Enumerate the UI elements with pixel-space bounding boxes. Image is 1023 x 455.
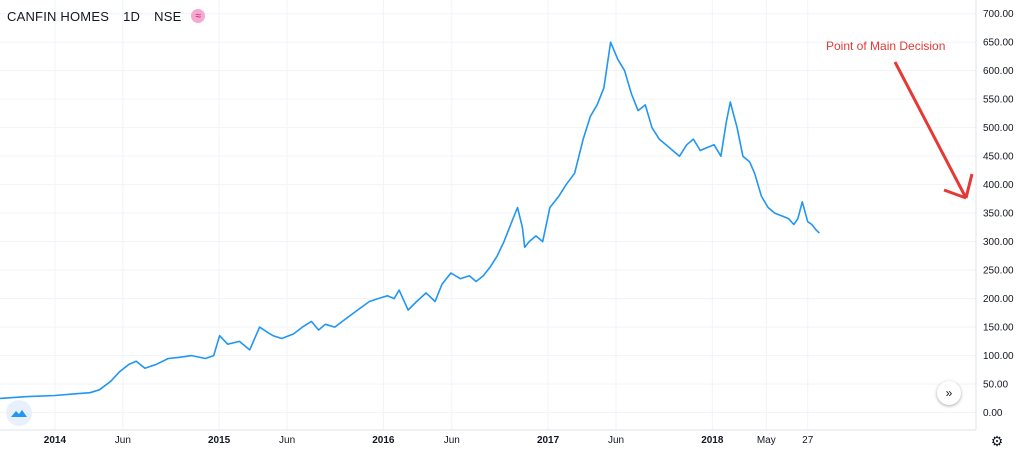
time-tick-label: 27 (802, 435, 814, 446)
price-series-line (0, 41, 820, 400)
annotation-arrow-head-left (943, 188, 967, 200)
time-tick-label: 2016 (372, 435, 395, 446)
interval-label[interactable]: 1D (123, 8, 141, 24)
time-tick-label: 2018 (701, 435, 724, 446)
price-tick-label: 400.00 (983, 180, 1014, 191)
price-tick-label: 250.00 (983, 266, 1014, 277)
price-tick-label: 150.00 (983, 323, 1014, 334)
price-tick-label: 650.00 (983, 38, 1014, 49)
time-tick-label: 2015 (208, 435, 231, 446)
price-tick-label: 700.00 (983, 9, 1014, 20)
time-axis[interactable]: 2014 Jun 2015 Jun 2016 Jun 2017 Jun 2018 May 27 (44, 435, 814, 446)
tradingview-logo-icon[interactable] (6, 400, 32, 426)
price-tick-label: 0.00 (983, 408, 1003, 419)
annotation-arrow-shaft (893, 61, 968, 199)
chart-legend-header[interactable]: CANFIN HOMES 1D NSE ≈ (7, 6, 206, 26)
time-tick-label: 2014 (44, 435, 67, 446)
price-tick-label: 200.00 (983, 294, 1014, 305)
gridlines (0, 0, 976, 430)
double-chevron-right-icon[interactable]: » (937, 381, 961, 405)
time-tick-label: Jun (608, 435, 624, 446)
price-tick-label: 50.00 (983, 380, 1008, 391)
exchange-label: NSE (154, 8, 182, 24)
annotation-group: Point of Main Decision (826, 39, 974, 200)
price-tick-label: 350.00 (983, 209, 1014, 220)
price-tick-label: 550.00 (983, 95, 1014, 106)
series-layer (0, 41, 820, 400)
price-tick-label: 500.00 (983, 123, 1014, 134)
time-tick-label: 2017 (537, 435, 560, 446)
time-tick-label: Jun (444, 435, 460, 446)
logo-mark (11, 410, 27, 417)
price-tick-label: 100.00 (983, 351, 1014, 362)
price-axis[interactable]: 700.00 650.00 600.00 550.00 500.00 450.00 400.… (983, 9, 1014, 419)
price-tick-label: 450.00 (983, 152, 1014, 163)
time-tick-label: May (757, 435, 776, 446)
price-tick-label: 600.00 (983, 66, 1014, 77)
gear-icon[interactable]: ⚙ (990, 433, 1004, 449)
time-tick-label: Jun (115, 435, 131, 446)
compare-icon[interactable]: ≈ (191, 9, 206, 23)
price-tick-label: 300.00 (983, 237, 1014, 248)
annotation-arrow-head-right (964, 173, 974, 199)
annotation-text: Point of Main Decision (826, 39, 945, 53)
time-tick-label: Jun (279, 435, 295, 446)
symbol-name[interactable]: CANFIN HOMES (7, 8, 110, 24)
